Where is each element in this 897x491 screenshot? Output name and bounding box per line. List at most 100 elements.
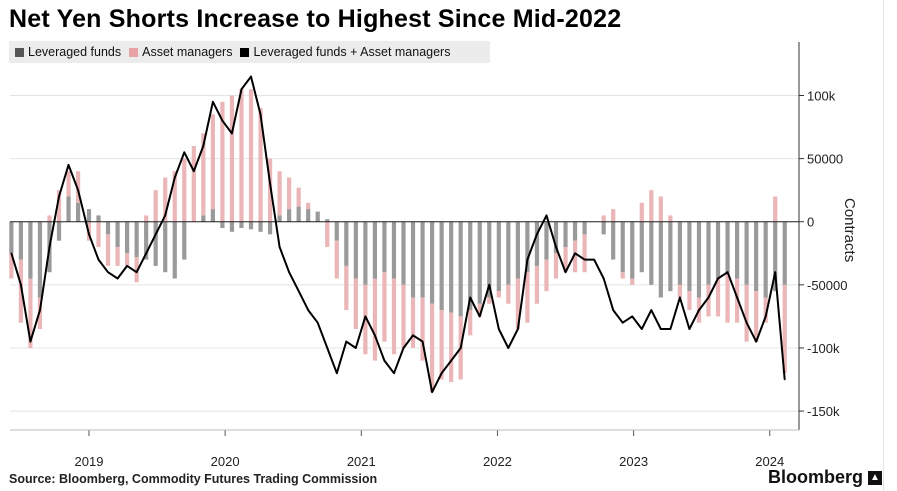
bar-asset-managers (706, 284, 711, 317)
bar-asset-managers (28, 278, 33, 348)
bar-leveraged (620, 221, 625, 273)
bar-leveraged (75, 202, 81, 222)
bar-asset-managers (296, 187, 301, 207)
bar-leveraged (325, 219, 330, 222)
point-combined (29, 340, 32, 343)
bar-leveraged (86, 209, 92, 222)
bar-leveraged (468, 221, 473, 311)
point-combined (431, 391, 433, 393)
bar-asset-managers (668, 215, 673, 222)
bar-leveraged (18, 221, 23, 260)
bar-leveraged (344, 221, 349, 266)
y-tick-label: 100k (807, 88, 836, 103)
point-combined (77, 189, 79, 191)
bar-asset-managers (306, 202, 311, 210)
bar-asset-managers (410, 297, 416, 348)
x-tick-label: 2019 (75, 454, 104, 469)
bar-asset-managers (544, 259, 549, 292)
bar-leveraged (96, 215, 101, 222)
point-combined (154, 233, 157, 236)
point-combined (126, 265, 128, 267)
bar-asset-managers (47, 215, 52, 222)
chart-title: Net Yen Shorts Increase to Highest Since… (9, 5, 622, 33)
bar-asset-managers (75, 171, 81, 203)
bar-asset-managers (439, 310, 444, 380)
bar-leveraged (363, 221, 368, 285)
bar-leveraged (315, 211, 320, 222)
legend-swatch-combined (240, 47, 250, 57)
bar-leveraged (563, 221, 568, 247)
bar-leveraged (706, 221, 711, 285)
bar-leveraged (353, 221, 358, 279)
bar-asset-managers (163, 177, 168, 222)
point-combined (650, 309, 653, 311)
brand: Bloomberg ▲ (768, 467, 882, 488)
bar-leveraged (334, 221, 339, 241)
point-combined (212, 101, 214, 103)
y-axis-title: Contracts (841, 198, 858, 263)
bar-leveraged (449, 221, 454, 313)
bar-leveraged (229, 221, 235, 232)
point-combined (640, 328, 643, 330)
bar-asset-managers (754, 291, 759, 342)
point-combined (459, 347, 462, 349)
point-combined (726, 271, 729, 274)
bar-leveraged (182, 221, 187, 260)
bar-asset-managers (124, 253, 130, 266)
point-combined (278, 246, 281, 248)
point-combined (374, 334, 376, 337)
bar-leveraged (37, 221, 43, 298)
point-combined (88, 233, 90, 236)
bar-leveraged (715, 221, 721, 279)
bar-leveraged (496, 221, 501, 292)
point-combined (621, 321, 624, 324)
bar-leveraged (9, 221, 14, 254)
point-combined (631, 315, 634, 318)
bar-leveraged (734, 221, 740, 279)
bar-asset-managers (658, 196, 663, 222)
point-combined (698, 309, 700, 311)
bar-asset-managers (449, 312, 454, 383)
point-combined (58, 195, 60, 198)
bar-asset-managers (248, 89, 254, 222)
bar-asset-managers (687, 291, 692, 311)
bar-asset-managers (401, 284, 406, 348)
bar-leveraged (639, 221, 644, 273)
bar-leveraged (115, 221, 120, 247)
point-combined (536, 233, 538, 236)
point-combined (745, 321, 748, 324)
point-combined (173, 176, 176, 179)
point-combined (10, 252, 13, 255)
point-combined (593, 258, 595, 261)
bar-leveraged (582, 221, 587, 235)
bar-leveraged (163, 221, 168, 273)
bar-asset-managers (18, 259, 23, 323)
point-combined (164, 214, 167, 217)
point-combined (393, 372, 395, 374)
bar-asset-managers (191, 145, 196, 222)
bar-asset-managers (239, 89, 244, 222)
bar-leveraged (754, 221, 759, 292)
point-combined (202, 145, 205, 147)
bar-leveraged (696, 221, 702, 298)
point-combined (583, 258, 586, 261)
point-combined (612, 309, 614, 311)
bar-asset-managers (134, 257, 139, 283)
point-combined (707, 296, 710, 299)
bar-leveraged (553, 221, 559, 254)
point-combined (307, 309, 309, 311)
bar-leveraged (429, 221, 435, 304)
y-tick-label: -50000 (807, 278, 847, 293)
point-combined (259, 113, 262, 116)
bar-asset-managers (9, 253, 14, 279)
bar-asset-managers (477, 303, 482, 317)
bar-leveraged (725, 221, 730, 273)
point-combined (240, 88, 243, 90)
bar-leveraged (658, 221, 663, 298)
bar-leveraged (306, 209, 311, 222)
point-combined (135, 271, 138, 274)
point-combined (402, 347, 405, 349)
bar-leveraged (477, 221, 482, 304)
bar-asset-managers (325, 221, 330, 247)
